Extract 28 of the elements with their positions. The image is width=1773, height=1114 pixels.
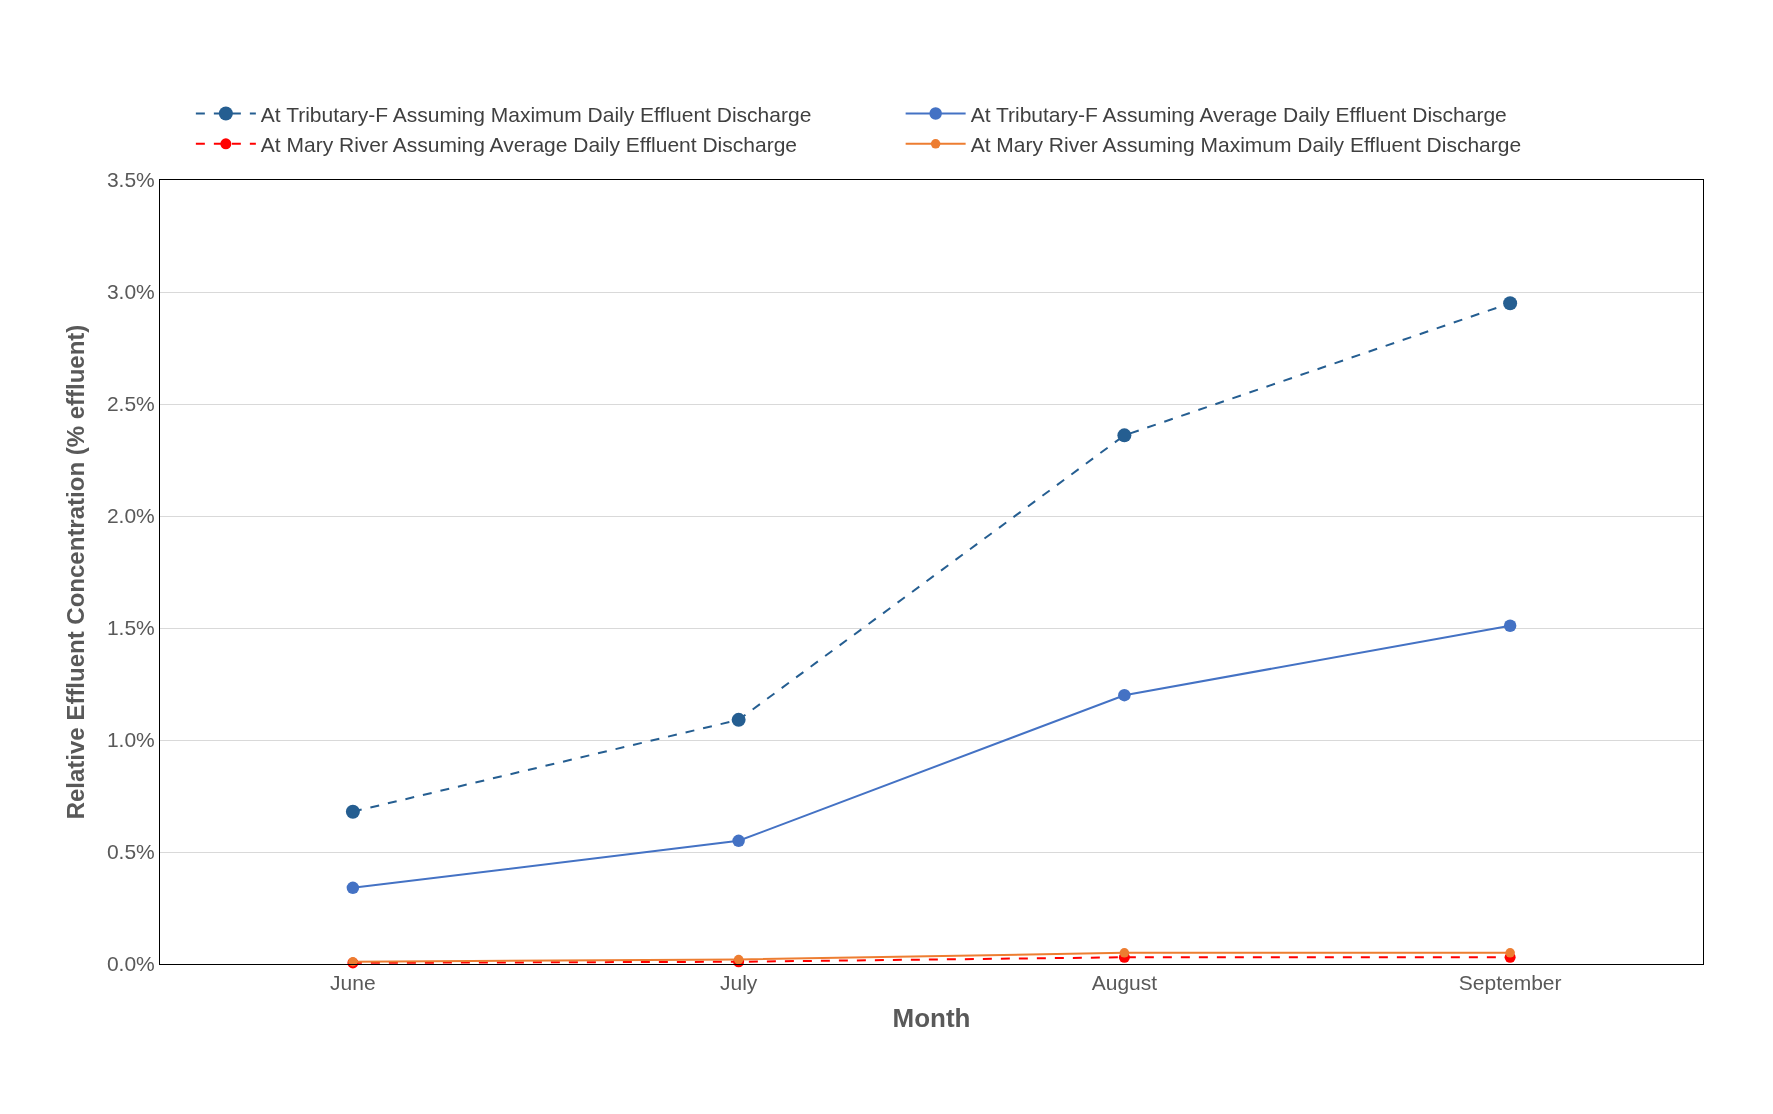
point <box>1503 296 1518 311</box>
y-tick-label: 1.5% <box>106 616 155 640</box>
point <box>1119 948 1130 958</box>
x-tick-label: July <box>719 971 758 995</box>
y-tick-label: 0.5% <box>106 840 155 864</box>
y-tick-label: 0.0% <box>106 952 155 976</box>
x-tick-label: September <box>1458 971 1562 995</box>
point <box>346 881 360 895</box>
point <box>1117 428 1132 443</box>
y-tick-label: 1.0% <box>106 728 155 752</box>
legend-label: At Tributary-F Assuming Maximum Daily Effluent Discharge <box>260 102 812 126</box>
x-tick-label: June <box>330 971 376 995</box>
x-axis-title: Month <box>892 1002 971 1033</box>
y-tick-label: 3.0% <box>106 280 155 304</box>
point <box>345 804 360 819</box>
point <box>1503 619 1517 632</box>
point <box>1118 688 1131 702</box>
legend-label: At Tributary-F Assuming Average Daily Effluent Discharge <box>970 102 1507 126</box>
y-tick-label: 3.5% <box>106 168 155 192</box>
point <box>732 834 745 848</box>
point <box>731 712 746 727</box>
legend-label: At Mary River Assuming Maximum Daily Effluent Discharge <box>970 132 1522 156</box>
y-tick-label: 2.0% <box>106 504 155 528</box>
y-axis-title: Relative Effluent Concentration (% effluent) <box>62 324 90 820</box>
x-tick-label: August <box>1091 971 1158 995</box>
legend-label: At Mary River Assuming Average Daily Effluent Discharge <box>260 132 797 156</box>
y-tick-label: 2.5% <box>106 392 155 416</box>
point <box>1505 948 1515 958</box>
